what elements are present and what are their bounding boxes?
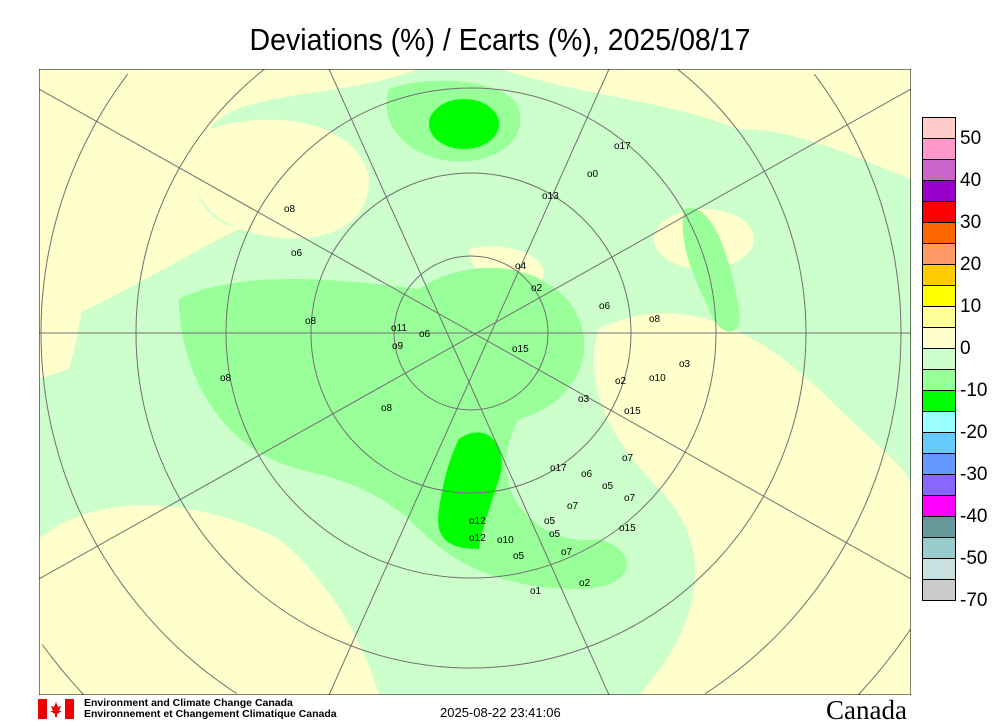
station-value: o6 [581, 469, 593, 480]
legend-swatch [922, 138, 956, 160]
station-value: o6 [419, 329, 431, 340]
legend-swatch [922, 159, 956, 181]
station-value: o7 [567, 501, 579, 512]
legend-swatch [922, 222, 956, 244]
legend-swatch [922, 453, 956, 475]
legend-swatch [922, 516, 956, 538]
canada-wordmark: Canada [826, 695, 907, 725]
org-name-fr: Environnement et Changement Climatique C… [84, 708, 337, 720]
legend-swatch [922, 495, 956, 517]
station-value: o5 [602, 481, 614, 492]
legend-label: 10 [960, 296, 982, 317]
station-value: o7 [622, 453, 634, 464]
station-value: o6 [599, 301, 611, 312]
station-value: o7 [561, 547, 573, 558]
station-value: o10 [649, 373, 666, 384]
legend-label: -70 [960, 590, 988, 611]
station-value: o9 [392, 341, 404, 352]
canada-flag-icon [38, 699, 74, 719]
station-value: o3 [578, 394, 590, 405]
station-value: o8 [649, 314, 661, 325]
legend-label: -40 [960, 506, 988, 527]
legend-swatch [922, 390, 956, 412]
strong-negative-areas [429, 99, 502, 549]
legend-swatch [922, 411, 956, 433]
station-value: o11 [391, 323, 407, 334]
station-value: o12 [469, 516, 486, 527]
station-value: o0 [587, 169, 599, 180]
station-value: o13 [542, 191, 559, 202]
legend-swatch [922, 558, 956, 580]
legend-label: 20 [960, 254, 982, 275]
latitude-circle [41, 629, 911, 695]
deviation-map: o8 o6 o8 o0 o17 o13 o4 o2 o6 o8 o11 o6 o8 o15 o2 o8 o10 o… [39, 69, 911, 695]
legend-label: -50 [960, 548, 988, 569]
latitude-circle [40, 73, 902, 695]
station-value: o7 [624, 493, 636, 504]
station-value: o8 [305, 316, 317, 327]
legend-swatch [922, 474, 956, 496]
station-value: o17 [550, 463, 567, 474]
station-values: o8 o6 o8 o0 o17 o13 o4 o2 o6 o8 o11 o6 o8 o15 o2 o8 o10 o… [220, 141, 691, 597]
color-legend: 50 40 30 20 10 0 -10 -20 -30 -40 -50 -70 [922, 117, 987, 611]
station-value: o12 [469, 533, 486, 544]
station-value: o2 [615, 376, 627, 387]
station-value: o15 [624, 406, 641, 417]
station-value: o10 [497, 535, 514, 546]
station-value: o17 [614, 141, 631, 152]
station-value: o5 [513, 551, 525, 562]
station-value: o15 [512, 344, 529, 355]
station-value: o8 [284, 204, 296, 215]
org-name-en: Environment and Climate Change Canada [84, 697, 293, 709]
station-value: o4 [515, 261, 527, 272]
legend-swatch [922, 117, 956, 139]
map-title: Deviations (%) / Ecarts (%), 2025/08/17 [249, 22, 751, 57]
legend-swatch [922, 201, 956, 223]
legend-swatch [922, 180, 956, 202]
station-value: o15 [619, 523, 636, 534]
legend-swatch [922, 243, 956, 265]
legend-swatch [922, 285, 956, 307]
station-value: o5 [549, 529, 561, 540]
legend-swatch [922, 369, 956, 391]
legend-label: 50 [960, 128, 982, 149]
station-value: o8 [220, 373, 232, 384]
legend-label: 40 [960, 170, 982, 191]
station-value: o1 [530, 586, 542, 597]
legend-label: 30 [960, 212, 982, 233]
legend-swatch [922, 537, 956, 559]
legend-label: -10 [960, 380, 988, 401]
positive-deviation-areas [39, 69, 911, 695]
organization-name: Environment and Climate Change Canada En… [84, 698, 337, 720]
graticule [39, 69, 911, 695]
legend-swatch [922, 348, 956, 370]
legend-swatch [922, 306, 956, 328]
legend-swatch [922, 432, 956, 454]
legend-swatch [922, 579, 956, 601]
station-value: o6 [291, 248, 303, 259]
station-value: o5 [544, 516, 556, 527]
station-value: o3 [679, 359, 691, 370]
generation-timestamp: 2025-08-22 23:41:06 [440, 705, 561, 720]
legend-label: -30 [960, 464, 988, 485]
legend-swatch [922, 264, 956, 286]
station-value: o2 [579, 578, 591, 589]
legend-swatch [922, 327, 956, 349]
station-value: o8 [381, 403, 393, 414]
legend-label: -20 [960, 422, 988, 443]
legend-label: 0 [960, 338, 971, 359]
station-value: o2 [531, 283, 543, 294]
